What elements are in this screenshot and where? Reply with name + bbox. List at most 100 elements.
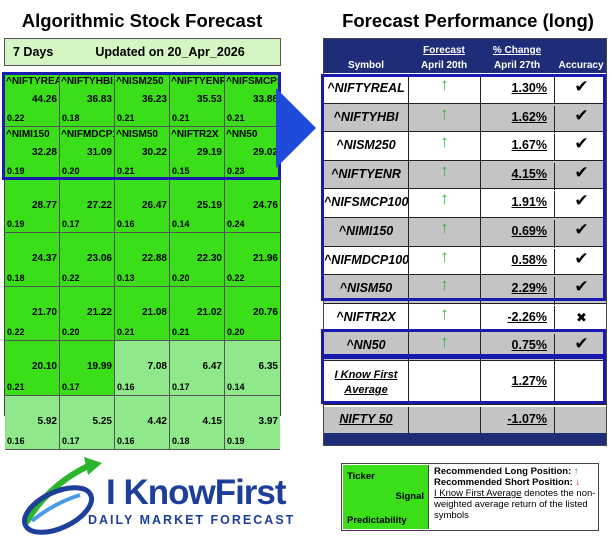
cell-signal: 35.53 <box>196 94 222 105</box>
performance-table: Symbol Forecast April 20th % Change Apri… <box>323 38 607 446</box>
forecast-cell: 19.99 0.17 <box>60 341 115 396</box>
cell-predictability: 0.21 <box>172 113 190 123</box>
cell-predictability: 0.21 <box>7 382 25 392</box>
cell-predictability: 0.16 <box>117 436 135 446</box>
cell-predictability: 0.20 <box>62 166 80 176</box>
cell-signal: 21.22 <box>86 307 112 318</box>
cell-ticker: ^NISM250 <box>116 76 164 87</box>
forecast-cell: ^NIFTYENR 35.53 0.21 <box>170 74 225 127</box>
forecast-cell: 27.22 0.17 <box>60 180 115 233</box>
forecast-column-header: Forecast <box>423 45 465 56</box>
cell-predictability: 0.17 <box>172 382 190 392</box>
performance-row: ^NIMI150 ↑ 0.69% ✔ <box>324 218 608 248</box>
checkmark-icon: ✔ <box>554 134 608 162</box>
cell-ticker: ^NIFSMCP100 <box>226 76 280 87</box>
forecast-cell: 20.76 0.20 <box>225 287 280 341</box>
forecast-up-arrow-icon: ↑ <box>408 303 480 332</box>
cell-signal: 30.22 <box>141 147 167 158</box>
row-symbol: ^NIFSMCP100 <box>324 195 409 210</box>
forecast-up-arrow-icon: ↑ <box>408 75 480 103</box>
legend-text: Recommended Long Position: ↑ Recommended… <box>434 466 596 521</box>
benchmark-row: NIFTY 50 -1.07% <box>324 407 606 433</box>
performance-row: ^NIFMDCP100 ↑ 0.58% ✔ <box>324 246 608 277</box>
row-symbol: ^NIFTYENR <box>331 166 401 181</box>
forecast-cell: 24.37 0.18 <box>5 233 60 287</box>
forecast-cell: ^NISM250 36.23 0.21 <box>115 74 170 127</box>
cell-predictability: 0.19 <box>227 436 245 446</box>
forecast-cell: 21.02 0.21 <box>170 287 225 341</box>
cell-ticker: ^NIFTYHBI <box>61 76 113 87</box>
forecast-cell: 5.25 0.17 <box>60 396 115 450</box>
cell-signal: 3.97 <box>258 416 278 427</box>
forecast-up-arrow-icon: ↑ <box>408 332 480 360</box>
forecast-cell: ^NIFTYHBI 36.83 0.18 <box>60 74 115 127</box>
cell-predictability: 0.17 <box>62 436 80 446</box>
cell-signal: 20.76 <box>252 307 278 318</box>
forecast-cell: 26.47 0.16 <box>115 180 170 233</box>
forecast-cell: ^NN50 29.02 0.23 <box>225 127 280 180</box>
checkmark-icon: ✔ <box>554 334 608 362</box>
row-change: 0.58% <box>511 252 547 267</box>
legend-signal: Signal <box>395 491 424 502</box>
forecast-cell: 3.97 0.19 <box>225 396 280 450</box>
cell-signal: 4.15 <box>202 416 222 427</box>
average-label[interactable]: I Know First Average <box>334 369 398 396</box>
cell-predictability: 0.20 <box>172 273 190 283</box>
cell-predictability: 0.17 <box>62 219 80 229</box>
accuracy-column-header: Accuracy <box>558 60 604 71</box>
legend-swatch: Ticker Signal Predictability <box>343 465 429 529</box>
checkmark-icon: ✔ <box>554 220 608 248</box>
legend-average-link[interactable]: I Know First Average <box>434 488 522 499</box>
cell-predictability: 0.20 <box>62 327 80 337</box>
forecast-cell: ^NIFTYREAL 44.26 0.22 <box>5 74 60 127</box>
cell-predictability: 0.22 <box>7 327 25 337</box>
checkmark-icon: ✔ <box>554 77 608 105</box>
cell-signal: 25.19 <box>196 200 222 211</box>
forecast-up-arrow-icon: ↑ <box>408 160 480 189</box>
cell-ticker: ^NIFTR2X <box>171 129 219 140</box>
left-panel-title: Algorithmic Stock Forecast <box>21 10 263 31</box>
forecast-cell: 22.88 0.13 <box>115 233 170 287</box>
forecast-cell: 23.06 0.22 <box>60 233 115 287</box>
cell-signal: 33.88 <box>252 94 278 105</box>
benchmark-symbol[interactable]: NIFTY 50 <box>339 412 393 426</box>
forecast-cell: 22.30 0.20 <box>170 233 225 287</box>
cell-signal: 44.26 <box>31 94 57 105</box>
cell-predictability: 0.21 <box>172 327 190 337</box>
forecast-up-arrow-icon: ↑ <box>408 275 480 303</box>
cell-predictability: 0.24 <box>227 219 245 229</box>
cell-signal: 22.88 <box>141 253 167 264</box>
row-symbol: ^NIMI150 <box>338 224 394 238</box>
forecast-cell: 4.15 0.18 <box>170 396 225 450</box>
row-change: 0.75% <box>511 338 547 353</box>
row-change: -2.26% <box>507 309 547 324</box>
forecast-cell: 21.70 0.22 <box>5 287 60 341</box>
table-footer-bar <box>324 433 606 445</box>
iknowfirst-logo: I KnowFirst DAILY MARKET FORECAST <box>18 455 293 535</box>
cell-signal: 20.10 <box>31 361 57 372</box>
forecast-cell: 20.10 0.21 <box>5 341 60 396</box>
cell-signal: 19.99 <box>86 361 112 372</box>
cell-predictability: 0.14 <box>227 382 245 392</box>
cell-signal: 5.92 <box>37 416 57 427</box>
cell-predictability: 0.15 <box>172 166 190 176</box>
symbol-column-header: Symbol <box>347 60 385 71</box>
cell-signal: 4.42 <box>147 416 167 427</box>
forecast-cell: 24.76 0.24 <box>225 180 280 233</box>
forecast-cell: ^NIFTR2X 29.19 0.15 <box>170 127 225 180</box>
average-change: 1.27% <box>511 374 547 388</box>
cell-predictability: 0.19 <box>7 219 25 229</box>
cell-signal: 36.23 <box>141 94 167 105</box>
cell-predictability: 0.23 <box>227 166 245 176</box>
cell-predictability: 0.21 <box>117 327 135 337</box>
checkmark-icon: ✔ <box>554 162 608 191</box>
performance-row: ^NIFSMCP100 ↑ 1.91% ✔ <box>324 189 606 219</box>
row-symbol: ^NISM250 <box>336 138 396 153</box>
checkmark-icon: ✔ <box>554 248 608 277</box>
right-panel-title: Forecast Performance (long) <box>342 10 594 31</box>
row-symbol: ^NIFTR2X <box>336 309 396 324</box>
legend-long-label: Recommended Long Position: <box>434 466 572 477</box>
performance-row: ^NIFTR2X ↑ -2.26% ✖ <box>324 303 606 334</box>
cell-predictability: 0.18 <box>172 436 190 446</box>
change-column-header: % Change <box>492 45 542 56</box>
